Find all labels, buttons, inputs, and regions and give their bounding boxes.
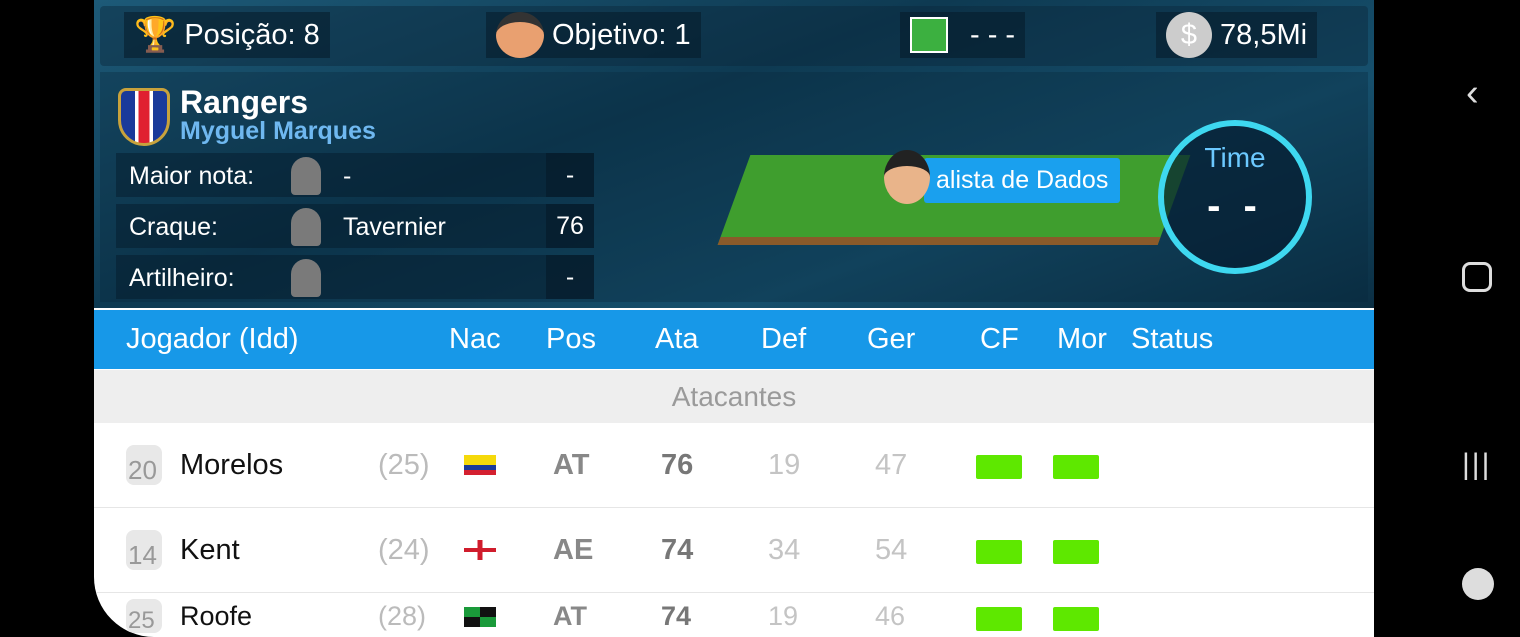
defense-rating: 19: [768, 449, 801, 481]
stat-row-top-scorer[interactable]: Artilheiro: -: [116, 255, 594, 299]
section-header: Atacantes: [94, 370, 1374, 423]
shirt-icon: [126, 445, 162, 485]
position-chip[interactable]: 🏆 Posição: 8: [124, 12, 330, 58]
player-name: Kent: [180, 534, 240, 566]
defense-rating: 34: [768, 534, 801, 566]
shirt-number: 25: [128, 607, 155, 634]
shirt-icon: [126, 530, 162, 570]
col-nat[interactable]: Nac: [449, 323, 501, 355]
col-ger[interactable]: Ger: [867, 323, 916, 355]
game-screen: 🏆 Posição: 8 Objetivo: 1 - - - $78,5Mi Ra…: [94, 0, 1374, 637]
player-silhouette-icon: [291, 157, 321, 195]
player-row[interactable]: 14 Kent (24) AE 74 34 54: [94, 508, 1374, 593]
attack-rating: 76: [661, 449, 694, 481]
recents-icon[interactable]: |||: [1462, 448, 1492, 481]
player-age: (24): [378, 534, 430, 566]
player-name: Roofe: [180, 601, 253, 631]
col-mor[interactable]: Mor: [1057, 323, 1107, 355]
manager-name: Myguel Marques: [180, 117, 376, 145]
colombia-flag-icon: [464, 455, 496, 475]
fitness-bar: [976, 540, 1022, 564]
fitness-bar: [976, 607, 1022, 631]
col-cf[interactable]: CF: [980, 323, 1019, 355]
team-name: Rangers: [180, 84, 309, 120]
general-rating: 47: [875, 449, 908, 481]
col-def[interactable]: Def: [761, 323, 807, 355]
england-flag-icon: [464, 540, 496, 560]
stat-row-star[interactable]: Craque: Tavernier 76: [116, 204, 594, 248]
player-silhouette-icon: [291, 259, 321, 297]
player-position: AT: [553, 449, 590, 481]
analyst-face-icon: [884, 150, 930, 204]
home-icon[interactable]: [1462, 262, 1492, 292]
team-rating-circle[interactable]: Time - -: [1158, 120, 1312, 274]
coin-icon: $: [1166, 12, 1212, 58]
stat-player: -: [343, 162, 352, 190]
fitness-bar: [976, 455, 1022, 479]
shirt-icon: [126, 599, 162, 633]
stat-label: Artilheiro:: [129, 264, 235, 292]
general-rating: 46: [875, 601, 906, 631]
stat-label: Maior nota:: [129, 162, 255, 190]
field-chip[interactable]: - - -: [900, 12, 1026, 58]
morale-bar: [1053, 540, 1099, 564]
objective-text: Objetivo: 1: [552, 18, 691, 51]
table-header: Jogador (Idd) Nac Pos Ata Def Ger CF Mor…: [94, 310, 1374, 369]
stat-value: -: [546, 153, 594, 197]
stat-value: -: [546, 255, 594, 299]
money-text: 78,5Mi: [1220, 18, 1308, 51]
trophy-icon: 🏆: [134, 16, 177, 54]
position-text: Posição: 8: [184, 18, 320, 51]
shirt-number: 14: [128, 540, 157, 570]
attack-rating: 74: [661, 601, 692, 631]
player-age: (25): [378, 449, 430, 481]
back-icon[interactable]: ‹: [1466, 72, 1479, 114]
stat-player: Tavernier: [343, 213, 446, 241]
morale-bar: [1053, 455, 1099, 479]
stat-value: 76: [546, 204, 594, 248]
player-age: (28): [378, 601, 427, 631]
stat-row-best-rating[interactable]: Maior nota: - -: [116, 153, 594, 197]
col-player[interactable]: Jogador (Idd): [126, 323, 299, 355]
game-tools-icon[interactable]: [1462, 568, 1494, 600]
attack-rating: 74: [661, 534, 694, 566]
time-value: - -: [1207, 184, 1263, 228]
chairman-face-icon: [496, 12, 544, 58]
player-name: Morelos: [180, 449, 284, 481]
team-crest-icon: [118, 88, 170, 146]
stat-label: Craque:: [129, 213, 218, 241]
objective-chip[interactable]: Objetivo: 1: [486, 12, 701, 58]
money-chip[interactable]: $78,5Mi: [1156, 12, 1318, 58]
data-analyst-button[interactable]: alista de Dados: [884, 150, 1121, 204]
player-row[interactable]: 25 Roofe (28) AT 74 19 46: [94, 593, 1374, 637]
general-rating: 54: [875, 534, 908, 566]
jamaica-flag-icon: [464, 607, 496, 627]
player-position: AT: [553, 601, 587, 631]
time-label: Time: [1204, 142, 1266, 173]
player-row[interactable]: 20 Morelos (25) AT 76 19 47: [94, 423, 1374, 508]
analyst-label: alista de Dados: [936, 166, 1109, 194]
col-ata[interactable]: Ata: [655, 323, 699, 355]
col-status[interactable]: Status: [1131, 323, 1214, 355]
morale-bar: [1053, 607, 1099, 631]
pitch-icon: [910, 17, 948, 53]
field-text: - - -: [970, 18, 1016, 51]
shirt-number: 20: [128, 455, 157, 485]
defense-rating: 19: [768, 601, 799, 631]
player-silhouette-icon: [291, 208, 321, 246]
team-header: 🏆 Posição: 8 Objetivo: 1 - - - $78,5Mi Ra…: [94, 0, 1374, 308]
col-pos[interactable]: Pos: [546, 323, 596, 355]
player-position: AE: [553, 534, 594, 566]
